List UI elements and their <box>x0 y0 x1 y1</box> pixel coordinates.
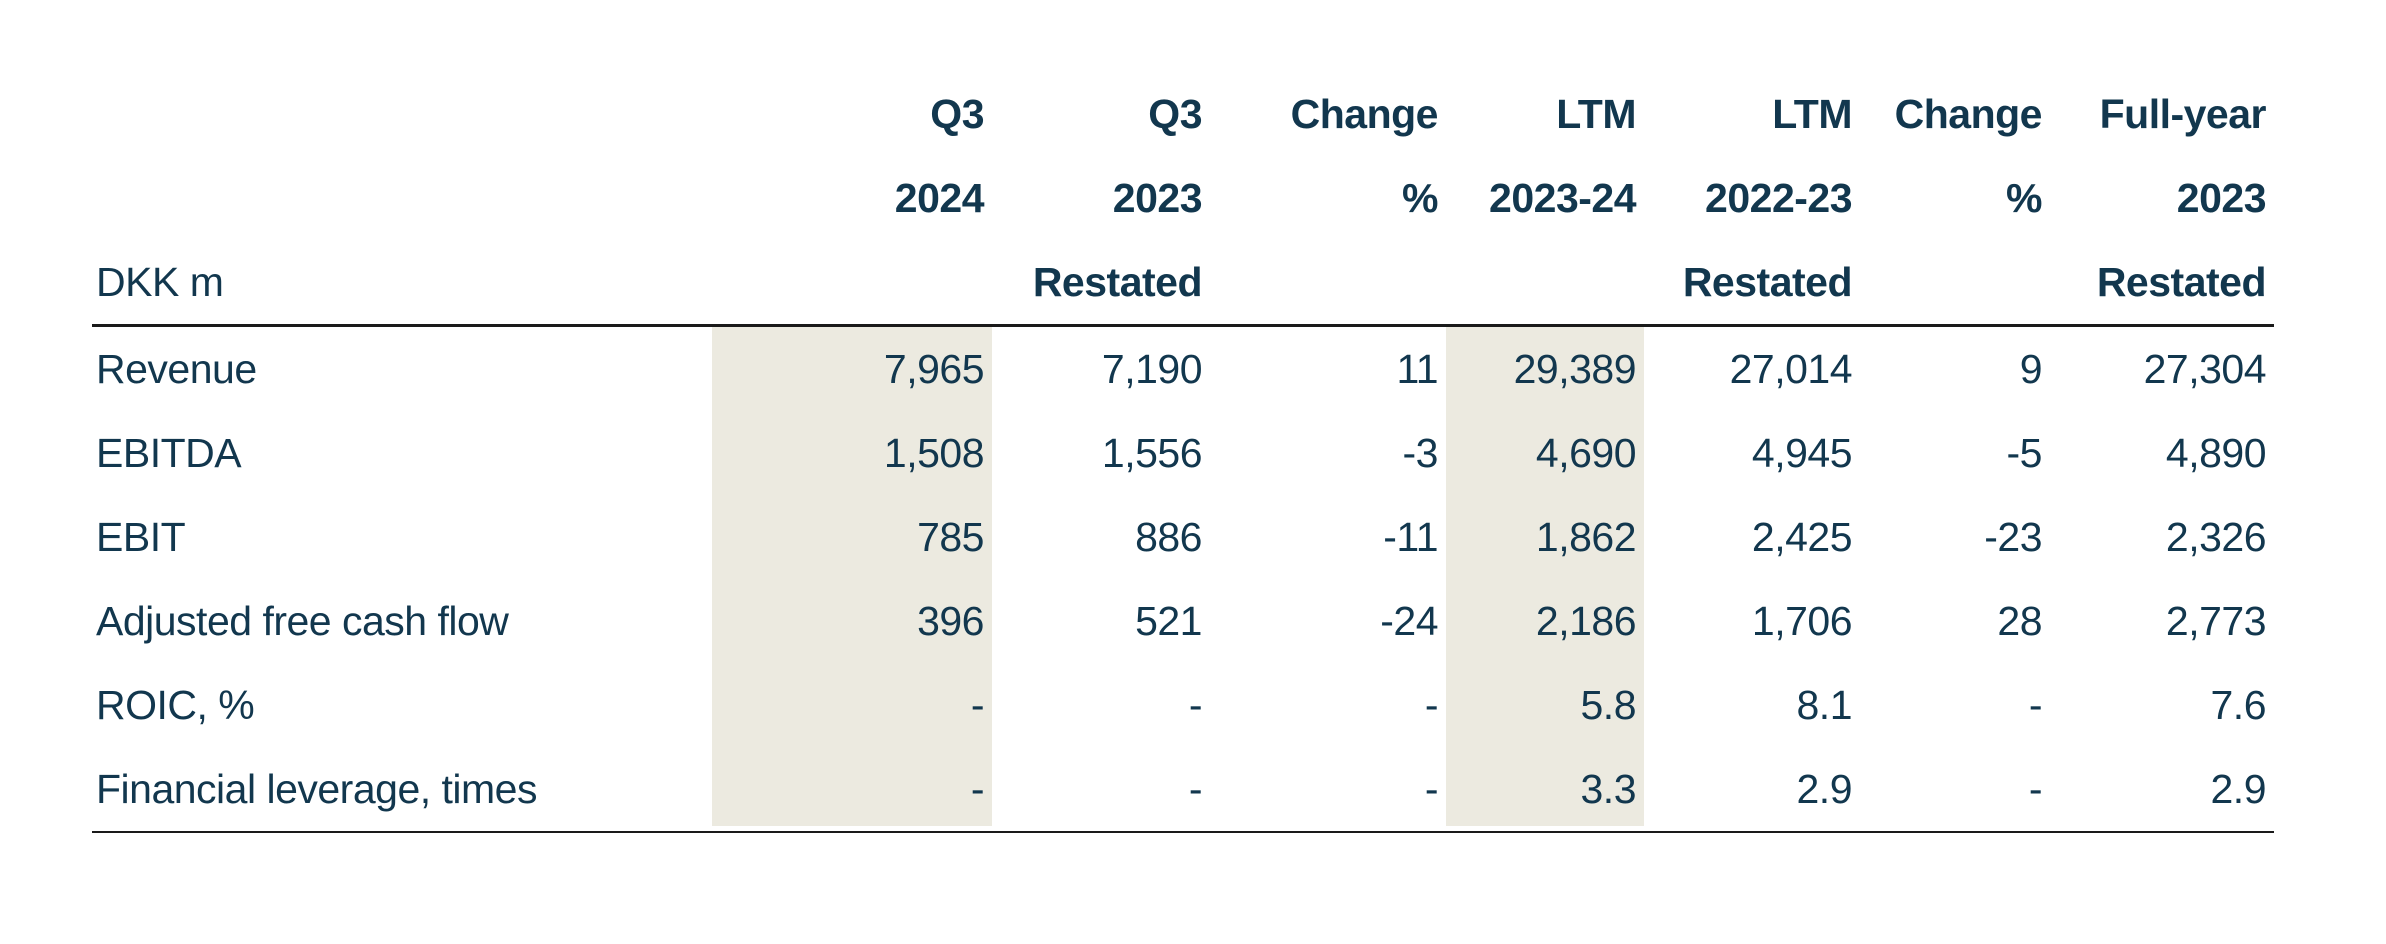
cell-ltm-2023-24: 29,389 <box>1446 327 1644 411</box>
header-cell <box>1210 240 1446 324</box>
cell-full-year: 7.6 <box>2210 681 2267 728</box>
header-cell-q3-2023: Q3 <box>1148 90 1202 137</box>
cell-ltm-2022-23: 2,425 <box>1751 513 1853 560</box>
header-cell-fy-2023: 2023 <box>2176 174 2267 221</box>
table-row-revenue: Revenue 7,965 7,190 11 29,389 27,014 9 2… <box>92 327 2274 411</box>
table-row-roic: ROIC, % - - - 5.8 8.1 - 7.6 <box>92 663 2274 747</box>
cell-q3-2024: - <box>712 747 992 831</box>
cell-ltm-2022-23: 8.1 <box>1796 681 1853 728</box>
header-cell <box>712 240 992 324</box>
cell-q3-2024: - <box>712 663 992 747</box>
cell-q3-2024: 785 <box>712 495 992 579</box>
cell-ltm-2022-23: 1,706 <box>1751 597 1853 644</box>
cell-full-year: 2,773 <box>2165 597 2267 644</box>
cell-change-1: - <box>1424 765 1439 812</box>
table-body: Revenue 7,965 7,190 11 29,389 27,014 9 2… <box>92 324 2274 833</box>
header-cell-year-2024: 2024 <box>894 174 985 221</box>
header-cell-restated-1: Restated <box>1032 258 1203 305</box>
header-row-3: DKK m Restated Restated Restated <box>92 240 2274 324</box>
row-label: Revenue <box>96 345 257 392</box>
cell-q3-2023: 1,556 <box>1101 429 1203 476</box>
row-label: Financial leverage, times <box>96 765 537 812</box>
row-label: EBITDA <box>96 429 242 476</box>
cell-change-2: 9 <box>2019 345 2043 392</box>
cell-full-year: 4,890 <box>2165 429 2267 476</box>
cell-change-2: -5 <box>2006 429 2043 476</box>
cell-ltm-2023-24: 4,690 <box>1446 411 1644 495</box>
table-row-adjusted-free-cash-flow: Adjusted free cash flow 396 521 -24 2,18… <box>92 579 2274 663</box>
cell-change-1: -11 <box>1383 513 1438 560</box>
header-cell-pct-1: % <box>1402 174 1438 221</box>
header-row-1: Q3 Q3 Change LTM LTM Change Full-year <box>92 72 2274 156</box>
header-cell-pct-2: % <box>2006 174 2042 221</box>
cell-full-year: 27,304 <box>2143 345 2267 392</box>
header-cell <box>1860 240 2050 324</box>
cell-change-1: - <box>1424 681 1439 728</box>
header-cell <box>92 72 712 156</box>
header-cell-full-year: Full-year <box>2099 90 2267 137</box>
cell-change-1: -3 <box>1402 429 1439 476</box>
cell-full-year: 2.9 <box>2210 765 2267 812</box>
cell-change-1: 11 <box>1396 345 1438 392</box>
header-cell-ltm-2022-23: LTM <box>1772 90 1852 137</box>
header-cell-q3-2024: Q3 <box>930 90 984 137</box>
cell-ltm-2022-23: 4,945 <box>1751 429 1853 476</box>
header-cell-period-2022-23: 2022-23 <box>1705 174 1852 221</box>
cell-q3-2023: 7,190 <box>1101 345 1203 392</box>
cell-change-1: -24 <box>1380 597 1438 644</box>
cell-ltm-2023-24: 2,186 <box>1446 579 1644 663</box>
cell-change-2: 28 <box>1997 597 2042 644</box>
cell-ltm-2022-23: 27,014 <box>1729 345 1853 392</box>
cell-q3-2023: 521 <box>1135 597 1202 644</box>
header-cell-year-2023: 2023 <box>1112 174 1203 221</box>
header-cell-ltm-2023-24: LTM <box>1556 90 1636 137</box>
header-cell-restated-3: Restated <box>2096 258 2267 305</box>
cell-q3-2024: 396 <box>712 579 992 663</box>
unit-label: DKK m <box>96 258 224 305</box>
cell-q3-2024: 1,508 <box>712 411 992 495</box>
cell-change-2: - <box>2028 765 2043 812</box>
table-header: Q3 Q3 Change LTM LTM Change Full-year 20… <box>92 72 2274 324</box>
cell-ltm-2023-24: 1,862 <box>1446 495 1644 579</box>
header-cell <box>92 156 712 240</box>
row-label: ROIC, % <box>96 681 255 728</box>
table-row-financial-leverage: Financial leverage, times - - - 3.3 2.9 … <box>92 747 2274 831</box>
cell-q3-2023: 886 <box>1135 513 1202 560</box>
cell-ltm-2023-24: 3.3 <box>1446 747 1644 831</box>
cell-ltm-2023-24: 5.8 <box>1446 663 1644 747</box>
header-cell-change-1: Change <box>1290 90 1439 137</box>
financial-results-table: Q3 Q3 Change LTM LTM Change Full-year 20… <box>92 72 2274 833</box>
cell-q3-2023: - <box>1188 765 1203 812</box>
table-row-ebitda: EBITDA 1,508 1,556 -3 4,690 4,945 -5 4,8… <box>92 411 2274 495</box>
row-label: Adjusted free cash flow <box>96 597 509 644</box>
header-cell-restated-2: Restated <box>1682 258 1853 305</box>
cell-q3-2023: - <box>1188 681 1203 728</box>
table-row-ebit: EBIT 785 886 -11 1,862 2,425 -23 2,326 <box>92 495 2274 579</box>
header-cell-change-2: Change <box>1894 90 2043 137</box>
cell-full-year: 2,326 <box>2165 513 2267 560</box>
cell-q3-2024: 7,965 <box>712 327 992 411</box>
cell-ltm-2022-23: 2.9 <box>1796 765 1853 812</box>
header-cell <box>1446 240 1644 324</box>
cell-change-2: - <box>2028 681 2043 728</box>
row-label: EBIT <box>96 513 186 560</box>
header-cell-period-2023-24: 2023-24 <box>1489 174 1636 221</box>
header-row-2: 2024 2023 % 2023-24 2022-23 % 2023 <box>92 156 2274 240</box>
cell-change-2: -23 <box>1984 513 2042 560</box>
